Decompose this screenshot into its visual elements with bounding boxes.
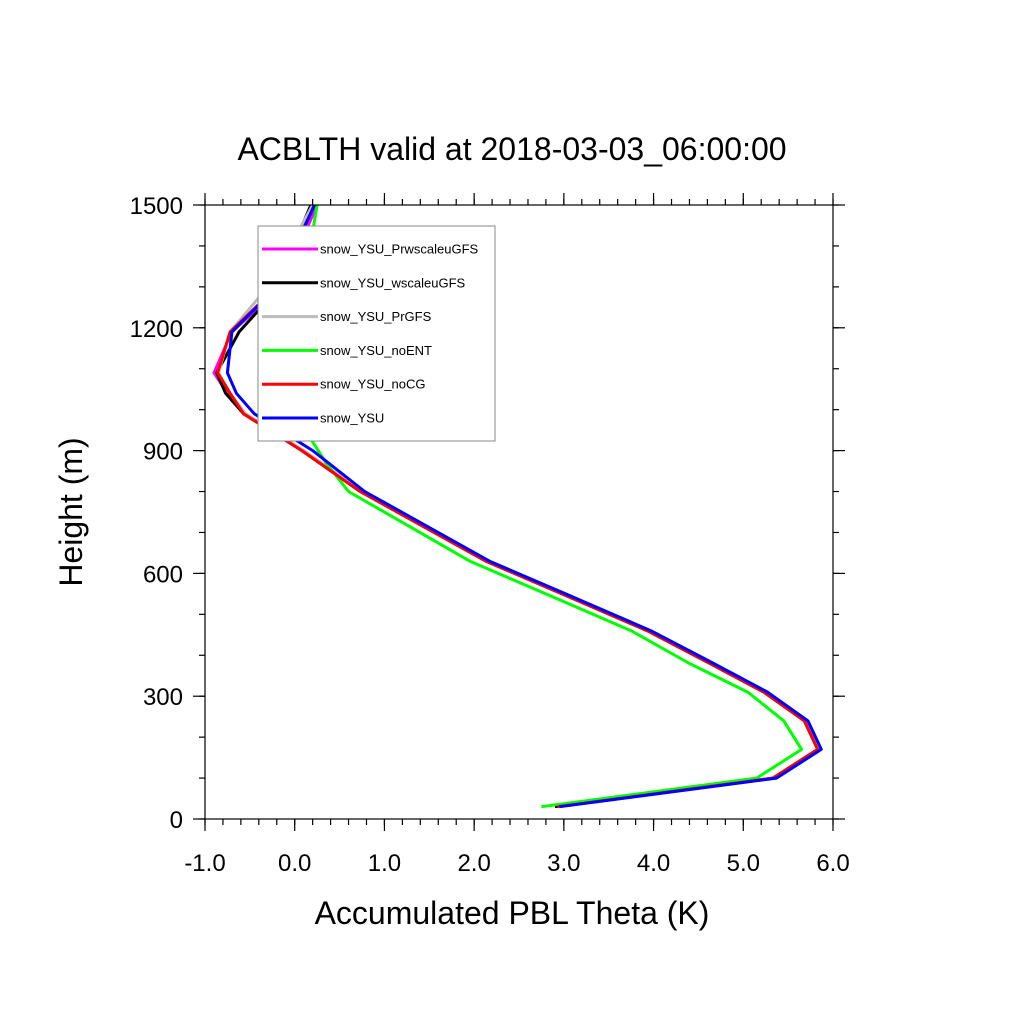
series-line-4 [216,204,820,809]
x-tick-label: 0.0 [278,850,311,877]
x-axis-label: Accumulated PBL Theta (K) [315,895,710,931]
y-tick-label: 1500 [130,193,183,220]
legend-label: snow_YSU_noENT [320,343,432,358]
legend-label: snow_YSU_PrwscaleuGFS [320,242,479,257]
plot-frame [204,204,834,820]
x-tick-label: 4.0 [637,850,670,877]
legend-label: snow_YSU_wscaleuGFS [320,275,466,290]
plot-area [212,204,823,809]
y-tick-label: 600 [143,561,183,588]
y-tick-label: 0 [170,807,183,834]
axis-ticks: -1.0 0.0 1.0 2.0 3.0 4.0 5.0 6.0 0 300 600 900 1200 1… [130,193,850,877]
x-tick-label: -1.0 [184,850,225,877]
chart-title: ACBLTH valid at 2018-03-03_06:00:00 [237,131,786,167]
legend-box [257,225,496,442]
series-line-5 [225,204,823,809]
legend: snow_YSU_PrwscaleuGFS snow_YSU_wscaleuGFS… [257,225,496,442]
x-tick-label: 3.0 [547,850,580,877]
y-tick-label: 1200 [130,316,183,343]
x-tick-label: 1.0 [368,850,401,877]
legend-label: snow_YSU_PrGFS [320,309,432,324]
legend-label: snow_YSU [320,411,384,426]
legend-label: snow_YSU_noCG [320,377,426,392]
x-tick-label: 2.0 [457,850,490,877]
y-tick-label: 300 [143,684,183,711]
x-tick-label: 6.0 [816,850,849,877]
x-tick-label: 5.0 [727,850,760,877]
y-tick-label: 900 [143,439,183,466]
y-axis-label: Height (m) [53,437,89,586]
